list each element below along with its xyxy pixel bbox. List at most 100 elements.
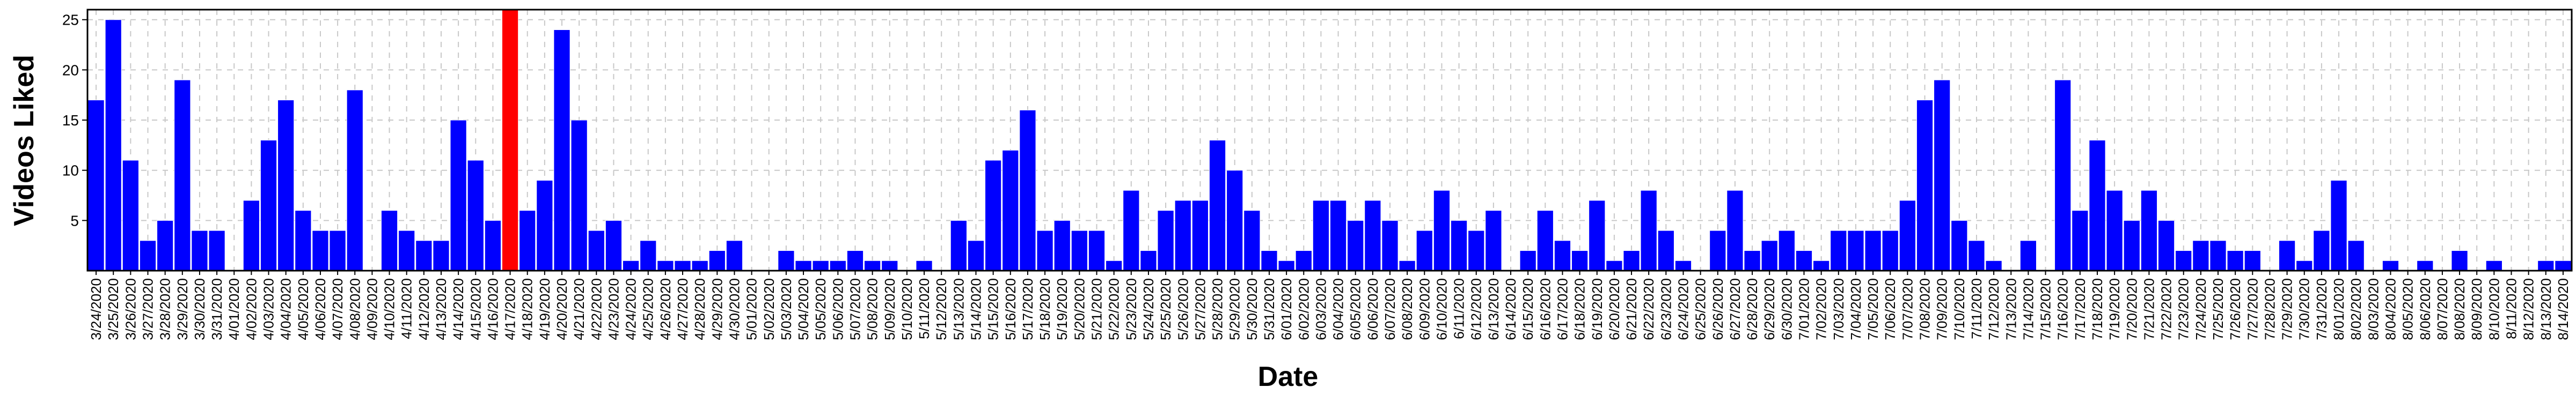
bar <box>1036 230 1053 271</box>
x-tick-label: 6/14/2020 <box>1503 278 1519 340</box>
x-tick-label: 5/09/2020 <box>882 278 898 340</box>
x-tick-label: 5/17/2020 <box>1020 278 1036 340</box>
y-tick-label: 20 <box>62 62 79 78</box>
bar <box>708 250 726 271</box>
bar <box>1554 240 1571 271</box>
x-tick-label: 7/19/2020 <box>2106 278 2123 340</box>
x-tick-label: 5/13/2020 <box>950 278 967 340</box>
x-tick-label: 7/02/2020 <box>1813 278 1829 340</box>
bar <box>2192 240 2209 271</box>
x-tick-label: 4/25/2020 <box>640 278 656 340</box>
x-tick-label: 8/08/2020 <box>2451 278 2468 340</box>
x-tick-label: 5/22/2020 <box>1106 278 1122 340</box>
x-tick-label: 7/26/2020 <box>2227 278 2243 340</box>
x-tick-label: 8/10/2020 <box>2486 278 2502 340</box>
bar <box>1468 230 1485 271</box>
bar <box>1899 200 1916 271</box>
bar <box>2054 79 2072 271</box>
bar <box>260 140 277 271</box>
bar <box>2451 250 2468 271</box>
x-tick-label: 6/17/2020 <box>1554 278 1570 340</box>
x-tick-label: 5/11/2020 <box>916 278 932 339</box>
x-tick-label: 4/20/2020 <box>554 278 570 340</box>
bar <box>967 240 985 271</box>
x-tick-label: 5/12/2020 <box>933 278 949 340</box>
x-tick-label: 4/05/2020 <box>295 278 311 340</box>
bar <box>640 240 657 271</box>
y-axis-title: Videos Liked <box>9 55 40 226</box>
bar <box>2175 250 2192 271</box>
x-tick-label: 6/29/2020 <box>1761 278 1777 340</box>
x-tick-label: 4/18/2020 <box>519 278 536 340</box>
x-tick-label: 5/24/2020 <box>1140 278 1157 340</box>
bar <box>433 240 450 271</box>
bar <box>778 250 795 271</box>
bar <box>1071 230 1088 271</box>
x-tick-label: 6/10/2020 <box>1433 278 1450 340</box>
bar <box>1606 260 1623 271</box>
x-tick-label: 3/31/2020 <box>209 278 225 340</box>
x-tick-label: 8/12/2020 <box>2521 278 2537 340</box>
bar <box>1519 250 1536 271</box>
x-tick-label: 4/14/2020 <box>450 278 466 340</box>
x-tick-label: 3/26/2020 <box>122 278 138 340</box>
bar <box>1329 200 1347 271</box>
bar <box>1364 200 1381 271</box>
x-tick-label: 6/11/2020 <box>1451 278 1467 339</box>
bar <box>346 90 363 271</box>
bar <box>1209 140 1226 271</box>
x-tick-label: 4/06/2020 <box>312 278 328 340</box>
x-tick-label: 5/31/2020 <box>1261 278 1277 340</box>
bar <box>588 230 605 271</box>
bar <box>1243 210 1261 271</box>
x-tick-label: 4/12/2020 <box>416 278 432 340</box>
x-tick-label: 3/28/2020 <box>157 278 173 340</box>
x-tick-label: 4/23/2020 <box>605 278 621 340</box>
x-tick-label: 7/10/2020 <box>1951 278 1967 340</box>
x-tick-label: 6/22/2020 <box>1641 278 1657 340</box>
x-tick-label: 6/13/2020 <box>1485 278 1502 340</box>
bar <box>1674 260 1692 271</box>
x-tick-label: 7/05/2020 <box>1865 278 1881 340</box>
bar <box>2106 190 2123 271</box>
x-tick-label: 6/16/2020 <box>1537 278 1553 340</box>
bar <box>829 260 846 271</box>
x-tick-label: 5/15/2020 <box>985 278 1001 340</box>
x-tick-label: 6/24/2020 <box>1675 278 1691 340</box>
bar <box>1726 190 1744 271</box>
x-tick-label: 8/09/2020 <box>2469 278 2485 340</box>
x-tick-label: 4/04/2020 <box>278 278 294 340</box>
x-tick-label: 7/12/2020 <box>1986 278 2002 340</box>
x-tick-label: 6/28/2020 <box>1744 278 1760 340</box>
x-tick-label: 4/08/2020 <box>347 278 363 340</box>
x-tick-label: 5/18/2020 <box>1037 278 1053 340</box>
x-tick-label: 5/20/2020 <box>1071 278 1087 340</box>
x-tick-label: 4/10/2020 <box>382 278 398 340</box>
bar <box>1847 230 1864 271</box>
x-tick-label: 7/30/2020 <box>2296 278 2312 340</box>
x-tick-label: 5/07/2020 <box>847 278 863 340</box>
x-tick-label: 5/27/2020 <box>1192 278 1208 340</box>
x-tick-label: 6/04/2020 <box>1330 278 1346 340</box>
bar <box>864 260 881 271</box>
y-tick-label: 15 <box>62 112 79 129</box>
x-tick-label: 7/22/2020 <box>2158 278 2175 340</box>
bar <box>501 9 519 271</box>
x-tick-label: 7/08/2020 <box>1917 278 1933 340</box>
x-axis-title: Date <box>1258 361 1319 392</box>
bar <box>1278 260 1295 271</box>
bar <box>1002 150 1019 271</box>
bar <box>105 19 122 271</box>
bar <box>1106 260 1123 271</box>
x-tick-label: 5/08/2020 <box>865 278 881 340</box>
bar <box>2227 250 2244 271</box>
x-tick-label: 4/01/2020 <box>226 278 242 340</box>
x-tick-label: 7/27/2020 <box>2244 278 2260 340</box>
x-tick-label: 6/08/2020 <box>1399 278 1415 340</box>
bar <box>1381 220 1399 271</box>
bar <box>1657 230 1674 271</box>
x-tick-label: 7/13/2020 <box>2003 278 2019 340</box>
bar <box>2555 260 2572 271</box>
x-tick-label: 8/03/2020 <box>2365 278 2381 340</box>
